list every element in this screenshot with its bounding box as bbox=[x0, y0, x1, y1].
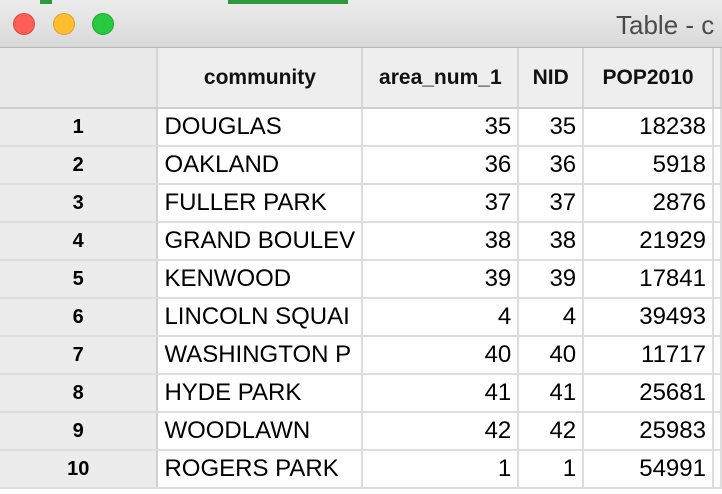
table-row[interactable]: 10 ROGERS PARK 1 1 54991 bbox=[0, 450, 722, 489]
row-filler bbox=[712, 374, 722, 413]
table-row[interactable]: 4 GRAND BOULEV 38 38 21929 bbox=[0, 222, 722, 261]
table-row[interactable]: 2 OAKLAND 36 36 5918 bbox=[0, 146, 722, 185]
cell-pop2010[interactable]: 2876 bbox=[583, 184, 714, 223]
table-row[interactable]: 8 HYDE PARK 41 41 25681 bbox=[0, 374, 722, 413]
minimize-window-button[interactable] bbox=[53, 13, 75, 35]
cell-community[interactable]: GRAND BOULEV bbox=[157, 222, 364, 261]
window-title: Table - c bbox=[616, 10, 715, 40]
cell-pop2010[interactable]: 5918 bbox=[583, 146, 714, 185]
close-window-button[interactable] bbox=[13, 13, 35, 35]
cell-community[interactable]: WOODLAWN bbox=[157, 412, 364, 451]
table-row[interactable]: 1 DOUGLAS 35 35 18238 bbox=[0, 108, 722, 147]
column-header-filler bbox=[712, 48, 722, 109]
cell-nid[interactable]: 38 bbox=[518, 222, 585, 261]
cell-nid[interactable]: 41 bbox=[518, 374, 585, 413]
row-number[interactable]: 1 bbox=[0, 108, 159, 147]
cell-area-num-1[interactable]: 38 bbox=[362, 222, 520, 261]
table-row[interactable]: 6 LINCOLN SQUAI 4 4 39493 bbox=[0, 298, 722, 337]
table-row[interactable]: 5 KENWOOD 39 39 17841 bbox=[0, 260, 722, 299]
row-number[interactable]: 10 bbox=[0, 450, 159, 489]
cell-area-num-1[interactable]: 39 bbox=[362, 260, 520, 299]
row-filler bbox=[712, 260, 722, 299]
background-window-strip bbox=[228, 0, 348, 4]
cell-nid[interactable]: 42 bbox=[518, 412, 585, 451]
cell-nid[interactable]: 40 bbox=[518, 336, 585, 375]
cell-pop2010[interactable]: 17841 bbox=[583, 260, 714, 299]
cell-nid[interactable]: 1 bbox=[518, 450, 585, 489]
table-row[interactable]: 9 WOODLAWN 42 42 25983 bbox=[0, 412, 722, 451]
table-row[interactable]: 3 FULLER PARK 37 37 2876 bbox=[0, 184, 722, 223]
cell-area-num-1[interactable]: 42 bbox=[362, 412, 520, 451]
row-number[interactable]: 7 bbox=[0, 336, 159, 375]
row-filler bbox=[712, 412, 722, 451]
background-window-strip bbox=[40, 0, 52, 4]
column-header-area-num-1[interactable]: area_num_1 bbox=[362, 48, 520, 109]
cell-community[interactable]: KENWOOD bbox=[157, 260, 364, 299]
row-number[interactable]: 5 bbox=[0, 260, 159, 299]
row-filler bbox=[712, 336, 722, 375]
cell-nid[interactable]: 35 bbox=[518, 108, 585, 147]
title-bar: Table - c bbox=[0, 0, 722, 48]
cell-nid[interactable]: 39 bbox=[518, 260, 585, 299]
cell-community[interactable]: LINCOLN SQUAI bbox=[157, 298, 364, 337]
cell-community[interactable]: HYDE PARK bbox=[157, 374, 364, 413]
column-header-pop2010[interactable]: POP2010 bbox=[583, 48, 714, 109]
column-header-community[interactable]: community bbox=[157, 48, 364, 109]
cell-pop2010[interactable]: 54991 bbox=[583, 450, 714, 489]
cell-area-num-1[interactable]: 37 bbox=[362, 184, 520, 223]
row-filler bbox=[712, 222, 722, 261]
column-header-nid[interactable]: NID bbox=[518, 48, 585, 109]
cell-area-num-1[interactable]: 4 bbox=[362, 298, 520, 337]
cell-pop2010[interactable]: 18238 bbox=[583, 108, 714, 147]
data-table: community area_num_1 NID POP2010 1 DOUGLA… bbox=[0, 48, 722, 494]
cell-pop2010[interactable]: 39493 bbox=[583, 298, 714, 337]
row-number[interactable]: 2 bbox=[0, 146, 159, 185]
cell-community[interactable]: ROGERS PARK bbox=[157, 450, 364, 489]
cell-pop2010[interactable]: 25983 bbox=[583, 412, 714, 451]
cell-pop2010[interactable]: 21929 bbox=[583, 222, 714, 261]
cell-nid[interactable]: 37 bbox=[518, 184, 585, 223]
cell-pop2010[interactable]: 11717 bbox=[583, 336, 714, 375]
cell-area-num-1[interactable]: 35 bbox=[362, 108, 520, 147]
row-filler bbox=[712, 450, 722, 489]
row-number[interactable]: 6 bbox=[0, 298, 159, 337]
row-filler bbox=[712, 298, 722, 337]
row-filler bbox=[712, 108, 722, 147]
row-number[interactable]: 8 bbox=[0, 374, 159, 413]
header-row: community area_num_1 NID POP2010 bbox=[0, 48, 722, 109]
cell-community[interactable]: WASHINGTON P bbox=[157, 336, 364, 375]
cell-nid[interactable]: 4 bbox=[518, 298, 585, 337]
cell-community[interactable]: OAKLAND bbox=[157, 146, 364, 185]
cell-nid[interactable]: 36 bbox=[518, 146, 585, 185]
cell-community[interactable]: FULLER PARK bbox=[157, 184, 364, 223]
cell-community[interactable]: DOUGLAS bbox=[157, 108, 364, 147]
cell-area-num-1[interactable]: 41 bbox=[362, 374, 520, 413]
zoom-window-button[interactable] bbox=[92, 13, 114, 35]
row-number[interactable]: 9 bbox=[0, 412, 159, 451]
cell-pop2010[interactable]: 25681 bbox=[583, 374, 714, 413]
table-row[interactable]: 7 WASHINGTON P 40 40 11717 bbox=[0, 336, 722, 375]
row-number[interactable]: 3 bbox=[0, 184, 159, 223]
cell-area-num-1[interactable]: 1 bbox=[362, 450, 520, 489]
cell-area-num-1[interactable]: 40 bbox=[362, 336, 520, 375]
row-filler bbox=[712, 184, 722, 223]
row-number[interactable]: 4 bbox=[0, 222, 159, 261]
cell-area-num-1[interactable]: 36 bbox=[362, 146, 520, 185]
row-header-corner[interactable] bbox=[0, 48, 159, 109]
row-filler bbox=[712, 146, 722, 185]
